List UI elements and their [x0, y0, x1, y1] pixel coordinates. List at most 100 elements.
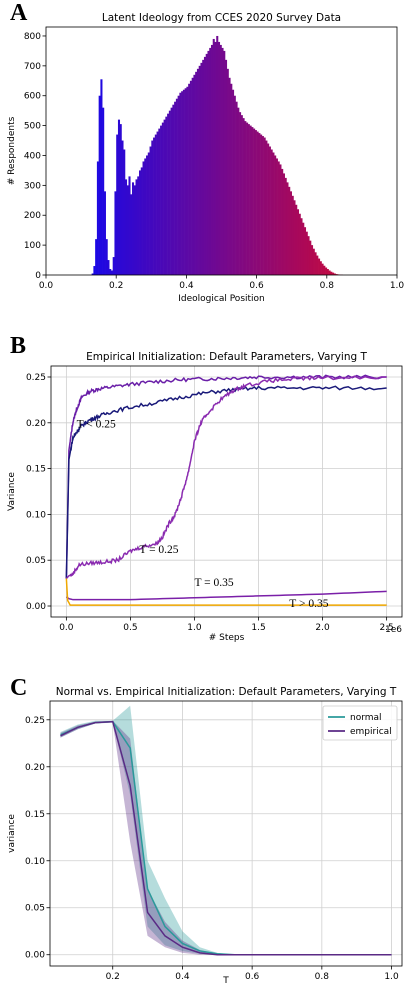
x-axis-label: T: [222, 976, 229, 986]
x-tick-label: 1.0: [390, 281, 405, 291]
series-annotation: T = 0.35: [194, 577, 233, 589]
histogram-bar: [210, 44, 214, 276]
histogram-bar: [254, 130, 257, 275]
histogram-bar: [195, 71, 198, 275]
histogram-bar: [275, 158, 278, 275]
histogram-bar: [142, 161, 145, 275]
series-line: [60, 720, 392, 956]
histogram-bar: [277, 161, 280, 275]
histogram-bar: [226, 68, 229, 275]
histogram-bar: [288, 186, 291, 275]
histogram-bar: [333, 273, 336, 275]
legend-label: empirical: [350, 727, 392, 737]
y-tick-label: 0.10: [26, 510, 46, 520]
histogram-bar: [200, 62, 203, 275]
histogram-bar: [193, 74, 196, 276]
series-line: [65, 578, 387, 606]
histogram-bar: [219, 44, 222, 276]
histogram-bar: [298, 213, 301, 275]
y-axis-label: Variance: [7, 472, 17, 511]
histogram-bar: [291, 195, 294, 275]
histogram-bar: [123, 149, 126, 275]
histogram-bar: [216, 35, 219, 276]
y-tick-label: 200: [24, 211, 41, 221]
histogram-bar: [225, 59, 228, 276]
histogram-bar: [202, 59, 205, 276]
histogram-bar: [253, 128, 256, 275]
histogram-bar: [117, 119, 121, 276]
x-tick-label: 0.5: [123, 623, 137, 633]
histogram-bar: [326, 269, 329, 275]
histogram-bar: [109, 269, 112, 275]
histogram-bar: [112, 257, 115, 275]
histogram-bar: [119, 124, 122, 276]
histogram-bar: [174, 101, 177, 275]
histogram-bar: [272, 152, 275, 275]
plot-frame: [49, 700, 403, 967]
histogram-bar: [147, 152, 150, 275]
histogram-bar: [121, 140, 124, 275]
histogram-bar: [149, 146, 152, 275]
histogram-bar: [140, 167, 143, 275]
histogram-bar: [91, 273, 94, 275]
histogram-bar: [158, 128, 161, 275]
histogram-bar: [95, 239, 98, 275]
y-tick-label: 0.25: [26, 373, 46, 383]
histogram-bar: [146, 155, 149, 275]
y-tick-label: 600: [24, 92, 41, 102]
histogram-bar: [305, 231, 308, 275]
histogram-bar: [328, 270, 331, 275]
x-tick-label: 0.8: [320, 281, 335, 291]
histogram-bar: [184, 88, 187, 275]
histogram-bar: [286, 182, 289, 275]
histogram-bar: [110, 270, 113, 275]
series-annotation: T > 0.35: [289, 598, 328, 610]
histogram-bar: [107, 260, 110, 275]
x-tick-label: 0.2: [109, 281, 123, 291]
histogram-bar: [239, 112, 242, 276]
plot-frame: [50, 365, 403, 618]
y-tick-label: 800: [24, 32, 41, 42]
y-tick-label: 0: [35, 271, 41, 281]
x-tick-label: 2.0: [315, 623, 330, 633]
histogram-bar: [139, 170, 142, 275]
histogram-bar: [230, 83, 233, 275]
series-annotation: T = 0.25: [139, 544, 178, 556]
histogram-bar: [249, 125, 252, 275]
histogram-bar: [114, 191, 117, 275]
histogram-bar: [335, 274, 338, 275]
histogram-bar: [151, 140, 154, 275]
histogram-bar: [281, 168, 284, 275]
x-tick-label: 0.8: [315, 972, 330, 982]
histogram-bar: [282, 173, 285, 275]
histogram-bar: [261, 136, 264, 275]
y-tick-label: 0.10: [25, 857, 45, 867]
y-tick-label: 0.15: [25, 810, 45, 820]
histogram-bar: [102, 107, 105, 275]
histogram-bar: [307, 236, 310, 275]
histogram-bar: [179, 92, 182, 275]
histogram-bar: [172, 104, 175, 276]
legend-label: normal: [350, 713, 382, 723]
histogram-bar: [126, 185, 129, 275]
chart-title: Latent Ideology from CCES 2020 Survey Da…: [102, 12, 341, 24]
histogram-bar: [116, 134, 119, 275]
histogram-bar: [302, 222, 305, 275]
x-axis-label: # Steps: [209, 633, 245, 643]
histogram-bar: [332, 272, 335, 275]
y-axis-label: variance: [7, 814, 17, 853]
histogram-bar: [188, 83, 191, 275]
histogram-bar: [133, 185, 136, 275]
histogram-bar: [212, 38, 215, 275]
histogram-bar: [232, 89, 235, 276]
histogram-bar: [270, 149, 273, 275]
histogram-bar: [217, 41, 221, 275]
histogram-bar: [242, 118, 245, 275]
panel-letter-c: C: [10, 675, 28, 701]
chart-title: Empirical Initialization: Default Parame…: [86, 351, 367, 363]
histogram-bar: [284, 177, 287, 275]
y-tick-label: 0.00: [25, 951, 45, 961]
y-tick-label: 0.25: [25, 716, 45, 726]
series-line: [65, 375, 387, 580]
histogram-bar: [163, 119, 166, 276]
